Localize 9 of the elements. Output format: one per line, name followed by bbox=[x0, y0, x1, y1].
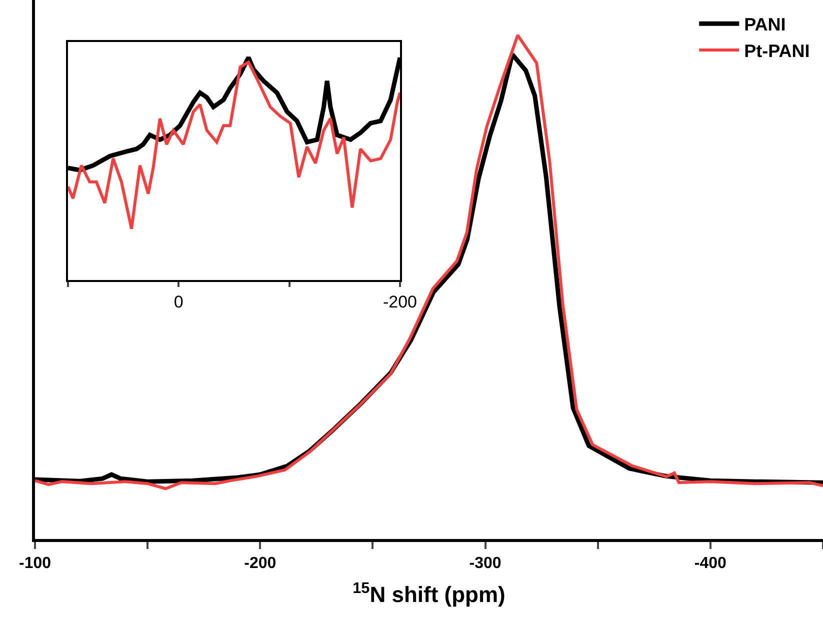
x-axis-title: $^{15}$N shift (ppm) bbox=[352, 580, 506, 608]
x-tick-label: -200 bbox=[244, 555, 276, 572]
x-tick-label: -100 bbox=[18, 555, 52, 572]
legend-label: Pt-PANI bbox=[744, 41, 810, 62]
x-tick-label: -200 bbox=[382, 292, 418, 312]
x-tick-label: -300 bbox=[469, 555, 502, 572]
x-tick-label: -400 bbox=[694, 555, 727, 572]
legend-label: PANI bbox=[744, 14, 786, 35]
x-tick-label: 0 bbox=[174, 292, 184, 312]
